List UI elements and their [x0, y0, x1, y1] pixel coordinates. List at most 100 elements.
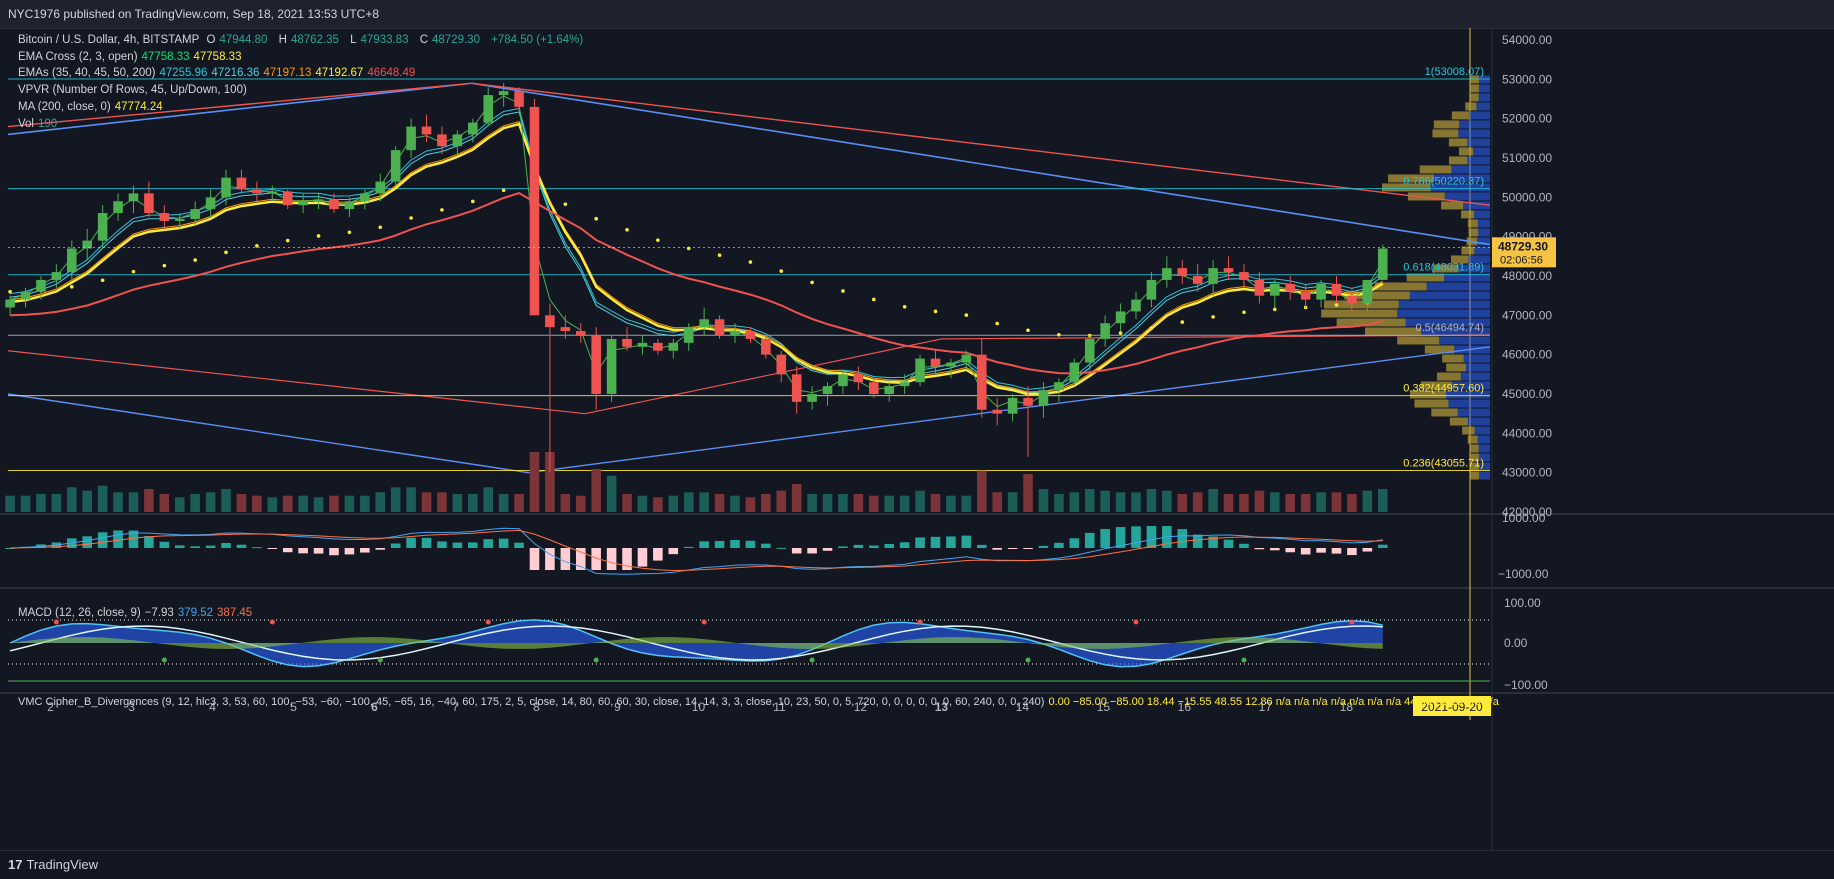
- volume-bar: [745, 497, 756, 512]
- volume-bar: [930, 494, 941, 512]
- macd-hist-bar: [884, 544, 895, 548]
- volume-bar: [1023, 474, 1033, 512]
- vpvr-row-down: [1424, 345, 1455, 354]
- trend-line: [584, 338, 942, 415]
- volume-bar: [915, 490, 925, 512]
- candle-body: [468, 122, 478, 135]
- vpvr-row-up: [1458, 129, 1490, 138]
- fib-label: 0.236(43055.71): [1403, 457, 1484, 469]
- ma-dot: [162, 263, 167, 268]
- ma-dot: [933, 309, 938, 314]
- volume-bar: [1100, 490, 1110, 512]
- vpvr-row-up: [1478, 471, 1490, 480]
- macd-hist-bar: [791, 548, 802, 554]
- time-tick-label: 2: [47, 700, 54, 714]
- ma-dot: [378, 225, 383, 230]
- macd-hist-bar: [853, 544, 864, 548]
- candle-body: [67, 248, 77, 273]
- volume-bar: [20, 495, 31, 512]
- ma-dot: [1273, 307, 1277, 312]
- candle-body: [313, 199, 324, 202]
- vpvr-row-down: [1382, 183, 1431, 192]
- ma-dot: [501, 188, 506, 193]
- volume-bar: [97, 485, 108, 512]
- macd-hist-bar: [421, 537, 432, 548]
- time-tick-label: 8: [533, 700, 540, 714]
- ma-dot: [995, 321, 999, 326]
- macd-hist-bar: [390, 543, 401, 548]
- volume-bar: [375, 492, 386, 512]
- candle-body: [1254, 279, 1265, 296]
- cipher-dot: [593, 657, 599, 663]
- vpvr-row-down: [1344, 291, 1410, 300]
- candle-body: [267, 191, 278, 194]
- volume-bar: [1162, 490, 1172, 512]
- time-tick-label: 16: [1178, 700, 1192, 714]
- vpvr-row-up: [1476, 102, 1490, 111]
- vpvr-row-down: [1459, 147, 1473, 156]
- vpvr-row-down: [1420, 381, 1452, 390]
- vpvr-row-up: [1444, 192, 1490, 201]
- candle-body: [606, 338, 617, 394]
- cipher-dot: [1133, 619, 1139, 625]
- macd-hist-bar: [360, 548, 370, 553]
- candle-body: [329, 199, 339, 210]
- ma-dot: [131, 269, 136, 274]
- vpvr-row-down: [1469, 462, 1479, 471]
- vpvr-row-up: [1474, 210, 1490, 219]
- candle-body: [869, 382, 879, 394]
- legend-cipher: VMC Cipher_B_Divergences (9, 12, hlc3, 3…: [18, 696, 1499, 708]
- vpvr-row-up: [1469, 111, 1490, 120]
- cipher-dot: [1241, 657, 1247, 663]
- fib-label: 0.786(50220.37): [1403, 176, 1484, 188]
- chart-area[interactable]: 1(53008.07) 0.786(50220.37) 0.618(48031.89…: [0, 28, 1834, 850]
- macd-hist-bar: [930, 536, 941, 548]
- macd-hist-bar: [267, 548, 278, 549]
- candle-body: [1362, 279, 1373, 304]
- cipher-wave-area: [10, 619, 1383, 667]
- macd-hist-bar: [1377, 544, 1388, 548]
- vpvr-row-down: [1321, 309, 1398, 318]
- macd-hist-bar: [1192, 534, 1203, 548]
- cipher-dot: [809, 657, 815, 663]
- candle-body: [190, 209, 200, 219]
- vpvr-row-down: [1451, 111, 1470, 120]
- volume-bar: [869, 495, 879, 512]
- volume-bar: [714, 494, 725, 512]
- macd-hist-bar: [745, 540, 756, 548]
- time-tick-label: 13: [935, 700, 949, 714]
- volume-bar: [1270, 492, 1280, 512]
- vpvr-row-up: [1448, 399, 1490, 408]
- volume-bar: [174, 497, 185, 512]
- vpvr-row-down: [1410, 390, 1447, 399]
- volume-bar: [298, 495, 308, 512]
- ma-dot: [779, 269, 784, 273]
- candle-body: [1223, 268, 1234, 273]
- volume-bar: [637, 495, 648, 512]
- volume-bar: [776, 490, 787, 512]
- candle-body: [761, 338, 771, 355]
- candle-body: [745, 331, 756, 339]
- macd-hist-bar: [313, 548, 324, 554]
- fib-label: 0.618(48031.89): [1403, 262, 1484, 274]
- candle-body: [822, 386, 833, 394]
- candles: [5, 83, 1388, 473]
- ma-dot: [1334, 303, 1339, 307]
- vpvr-row-down: [1465, 102, 1477, 111]
- vpvr-row-up: [1398, 300, 1490, 309]
- time-tick-label: 18: [1340, 700, 1354, 714]
- macd-hist-bar: [976, 544, 987, 548]
- vpvr-row-up: [1468, 255, 1490, 264]
- vpvr-row-up: [1467, 417, 1490, 426]
- macd-line: [10, 527, 1383, 575]
- candle-body: [961, 354, 972, 363]
- ma-dot: [964, 313, 969, 317]
- macd-hist-bar: [298, 548, 308, 554]
- candle-body: [159, 213, 170, 221]
- candle-body: [791, 374, 802, 402]
- volume-bar: [791, 484, 802, 512]
- candle-body: [36, 279, 46, 292]
- tradingview-logo[interactable]: 17 TradingView: [8, 857, 99, 872]
- volume-bar: [1223, 494, 1234, 512]
- ema-200-line: [10, 192, 1384, 375]
